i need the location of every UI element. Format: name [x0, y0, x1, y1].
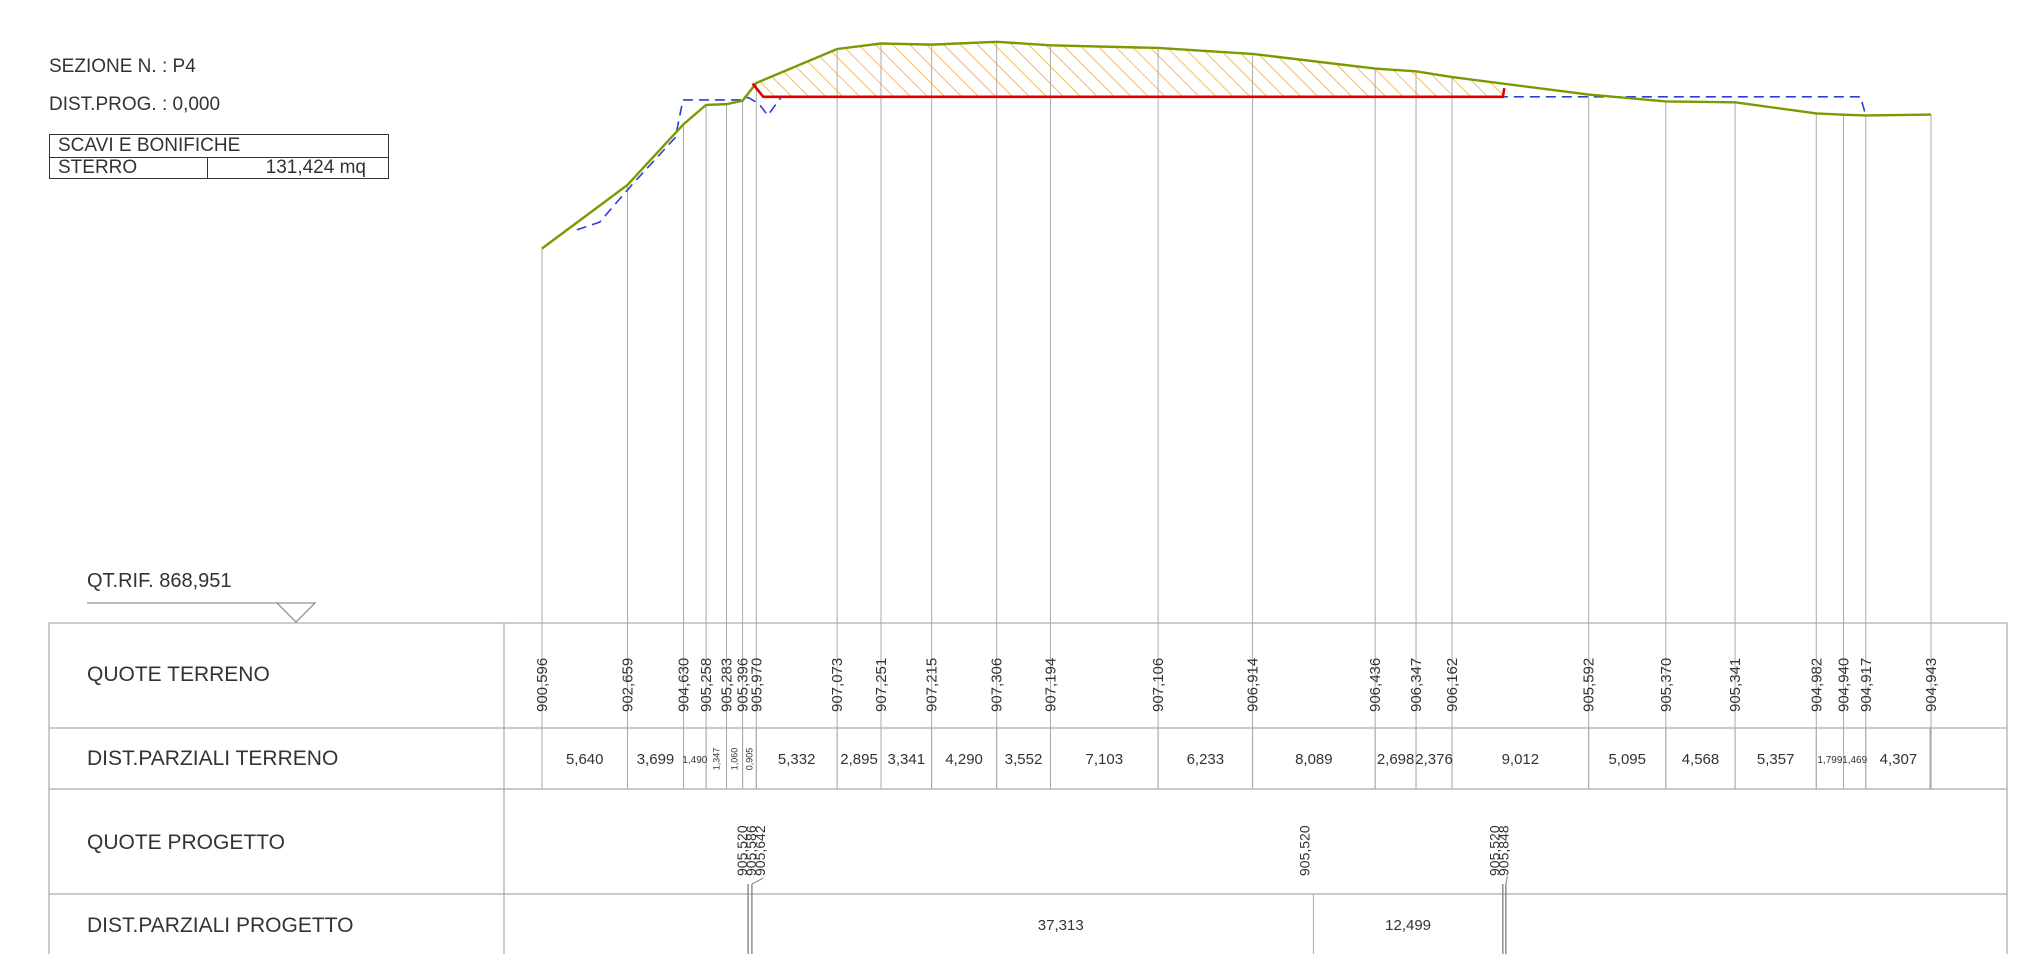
- terrain-partial-distance-label: 7,103: [1086, 751, 1124, 768]
- project-elevation-label: 905,520: [734, 825, 750, 876]
- terrain-partial-distance-label: 6,233: [1187, 751, 1225, 768]
- station-vertical-lines: [541, 41, 1932, 789]
- terrain-elevation-label: 904,940: [1836, 658, 1853, 712]
- terrain-partial-distance-label: 3,699: [637, 751, 675, 768]
- terrain-profile-path: [541, 40, 1932, 250]
- terrain-elevation-label: 905,283: [719, 658, 736, 712]
- terrain-partial-distance-label: 5,640: [566, 751, 604, 768]
- project-elevation-label: 905,848: [1495, 825, 1511, 876]
- terrain-elevation-label: 900,596: [534, 658, 551, 712]
- project-partial-distance-label: 37,313: [1038, 917, 1084, 934]
- terrain-partial-distance-label: 1,799: [1817, 755, 1842, 766]
- section-number-label: SEZIONE N. : P4: [49, 56, 196, 77]
- terrain-partial-distance-label: 2,698: [1377, 751, 1415, 768]
- terrain-partial-distance-label: 5,357: [1757, 751, 1795, 768]
- terrain-partial-distance-label: 3,341: [888, 751, 926, 768]
- terrain-elevation-label: 904,982: [1808, 658, 1825, 712]
- terrain-partial-distance-label: 3,552: [1005, 751, 1043, 768]
- project-leader-line: [751, 877, 764, 885]
- reference-triangle-icon: [275, 602, 317, 623]
- terrain-elevation-label: 907,073: [829, 658, 846, 712]
- excavation-row-value: 131,424 mq: [265, 157, 366, 178]
- terrain-elevation-label: 905,370: [1658, 658, 1675, 712]
- terrain-partial-distance-label: 2,376: [1415, 751, 1453, 768]
- terrain-elevation-label: 907,306: [989, 658, 1006, 712]
- terrain-partial-distance-label: 0,905: [744, 748, 754, 771]
- reference-elevation-label: QT.RIF. 868,951: [87, 570, 232, 592]
- profile-table-grid: [48, 622, 2008, 954]
- terrain-partial-distance-label: 1,490: [682, 755, 707, 766]
- excavation-table: SCAVI E BONIFICHE STERRO 131,424 mq: [49, 134, 389, 179]
- row-label-quote-progetto: QUOTE PROGETTO: [87, 831, 285, 854]
- row-label-dist-parziali-progetto: DIST.PARZIALI PROGETTO: [87, 914, 354, 937]
- project-leader-line: [1505, 875, 1508, 885]
- terrain-elevation-label: 905,592: [1581, 658, 1598, 712]
- project-elevation-label: 905,520: [1486, 825, 1502, 876]
- terrain-elevation-label: 906,436: [1367, 658, 1384, 712]
- cut-area-fill: [755, 41, 1503, 97]
- terrain-partial-distance-label: 5,095: [1608, 751, 1646, 768]
- cut-area-hatch: [755, 41, 1503, 97]
- terrain-partial-distance-label: 9,012: [1502, 751, 1540, 768]
- row-label-quote-terreno: QUOTE TERRENO: [87, 663, 270, 686]
- project-profile-path: [751, 82, 1506, 99]
- terrain-partial-distance-label: 4,568: [1682, 751, 1720, 768]
- terrain-elevation-label: 907,106: [1150, 658, 1167, 712]
- terrain-elevation-label: 906,162: [1444, 658, 1461, 712]
- terrain-partial-distance-label: 1,347: [711, 748, 721, 771]
- terrain-elevation-label: 905,970: [748, 658, 765, 712]
- project-profile-line: [751, 82, 1506, 99]
- terrain-partial-distance-label: 2,895: [840, 751, 878, 768]
- terrain-partial-distance-label: 5,332: [778, 751, 816, 768]
- terrain-profile-line: [541, 40, 1932, 250]
- terrain-elevation-label: 905,258: [698, 658, 715, 712]
- terrain-elevation-label: 906,914: [1245, 658, 1262, 712]
- project-partial-distance-label: 12,499: [1385, 917, 1431, 934]
- excavation-row-label: STERRO: [58, 157, 138, 178]
- terrain-elevation-label: 907,194: [1042, 658, 1059, 712]
- terrain-elevation-label: 907,251: [873, 658, 890, 712]
- dist-prog-label: DIST.PROG. : 0,000: [49, 94, 221, 115]
- existing-profile-path: [576, 96, 1867, 231]
- terrain-elevation-label: 904,917: [1858, 658, 1875, 712]
- terrain-elevation-label: 902,659: [619, 658, 636, 712]
- profile-table-values: 900,596 902,659 904,630 905,258 905,283 905,3…: [534, 658, 1940, 934]
- project-elevation-label: 905,642: [752, 825, 768, 876]
- terrain-elevation-label: 905,341: [1727, 658, 1744, 712]
- excavation-table-title: SCAVI E BONIFICHE: [58, 135, 241, 156]
- terrain-elevation-label: 904,630: [676, 658, 693, 712]
- project-elevation-label: 905,586: [743, 825, 759, 876]
- terrain-partial-distance-label: 8,089: [1295, 751, 1333, 768]
- existing-profile-dashed-line: [576, 96, 1867, 231]
- row-label-dist-parziali-terreno: DIST.PARZIALI TERRENO: [87, 747, 339, 770]
- terrain-partial-distance-label: 1,060: [730, 748, 740, 771]
- terrain-partial-distance-label: 1,469: [1842, 755, 1867, 766]
- project-elevation-label: 905,520: [1296, 825, 1312, 876]
- terrain-elevation-label: 906,347: [1408, 658, 1425, 712]
- terrain-partial-distance-label: 4,307: [1880, 751, 1918, 768]
- terrain-elevation-label: 905,396: [735, 658, 752, 712]
- terrain-elevation-label: 907,215: [924, 658, 941, 712]
- terrain-partial-distance-label: 4,290: [945, 751, 983, 768]
- terrain-elevation-label: 904,943: [1923, 658, 1940, 712]
- reference-triangle: [87, 602, 317, 623]
